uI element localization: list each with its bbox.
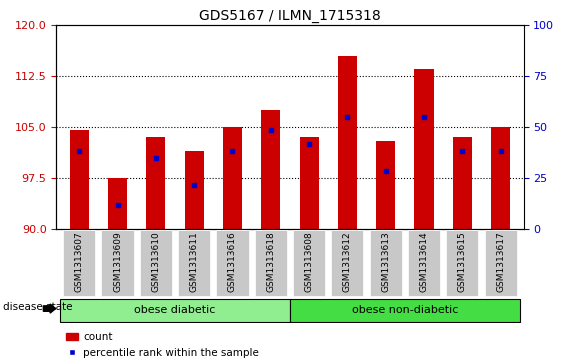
- Text: obese non-diabetic: obese non-diabetic: [352, 305, 458, 315]
- Bar: [70, 130, 89, 229]
- Bar: [414, 69, 434, 229]
- Bar: [376, 140, 395, 229]
- FancyBboxPatch shape: [408, 230, 440, 296]
- Bar: [300, 137, 319, 229]
- Text: GSM1313608: GSM1313608: [305, 232, 314, 292]
- FancyBboxPatch shape: [178, 230, 210, 296]
- FancyBboxPatch shape: [370, 230, 402, 296]
- Text: GSM1313616: GSM1313616: [228, 232, 237, 292]
- Bar: [185, 151, 204, 229]
- Text: GSM1313618: GSM1313618: [266, 232, 275, 292]
- Text: GSM1313610: GSM1313610: [151, 232, 160, 292]
- Text: GSM1313609: GSM1313609: [113, 232, 122, 292]
- FancyBboxPatch shape: [63, 230, 95, 296]
- FancyBboxPatch shape: [331, 230, 364, 296]
- Text: obese diabetic: obese diabetic: [135, 305, 216, 315]
- Text: GSM1313613: GSM1313613: [381, 232, 390, 292]
- FancyBboxPatch shape: [293, 230, 325, 296]
- FancyBboxPatch shape: [485, 230, 517, 296]
- Bar: [146, 137, 166, 229]
- Bar: [338, 56, 357, 229]
- Text: GSM1313612: GSM1313612: [343, 232, 352, 292]
- Bar: [223, 127, 242, 229]
- Text: disease state: disease state: [3, 302, 72, 311]
- Text: GSM1313607: GSM1313607: [75, 232, 84, 292]
- Legend: count, percentile rank within the sample: count, percentile rank within the sample: [61, 328, 263, 362]
- FancyBboxPatch shape: [60, 299, 290, 322]
- Bar: [261, 110, 280, 229]
- Text: GSM1313617: GSM1313617: [496, 232, 505, 292]
- FancyBboxPatch shape: [101, 230, 133, 296]
- FancyBboxPatch shape: [290, 299, 520, 322]
- Bar: [108, 178, 127, 229]
- FancyBboxPatch shape: [446, 230, 479, 296]
- FancyBboxPatch shape: [254, 230, 287, 296]
- Text: GSM1313614: GSM1313614: [419, 232, 428, 292]
- FancyBboxPatch shape: [140, 230, 172, 296]
- Text: GSM1313611: GSM1313611: [190, 232, 199, 292]
- Title: GDS5167 / ILMN_1715318: GDS5167 / ILMN_1715318: [199, 9, 381, 23]
- FancyBboxPatch shape: [216, 230, 249, 296]
- Bar: [453, 137, 472, 229]
- Bar: [491, 127, 510, 229]
- Text: GSM1313615: GSM1313615: [458, 232, 467, 292]
